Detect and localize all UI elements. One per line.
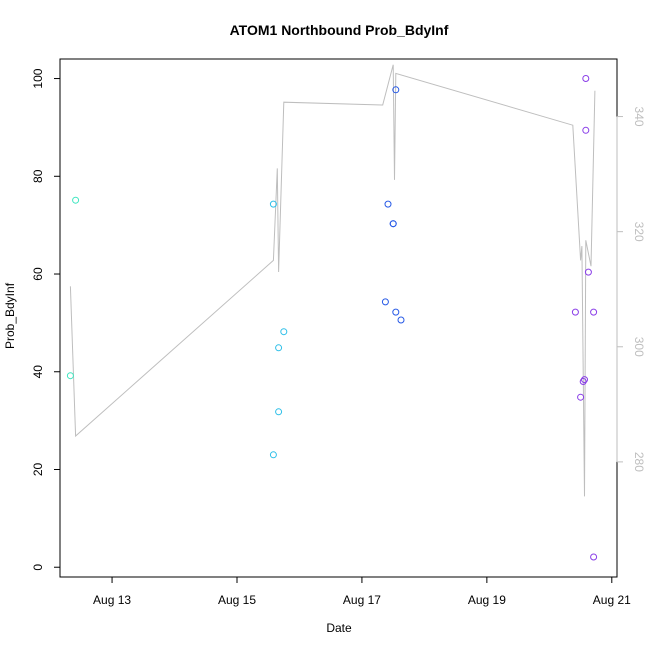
data-point bbox=[397, 316, 405, 324]
data-point bbox=[384, 200, 392, 208]
data-point bbox=[381, 298, 389, 306]
data-point bbox=[590, 553, 598, 561]
data-point bbox=[275, 408, 283, 416]
y2-axis: 280 300 320 340 bbox=[616, 107, 646, 472]
y-tick-label: 0 bbox=[31, 564, 45, 571]
y-axis-label: Prob_BdyInf bbox=[3, 282, 17, 349]
data-point bbox=[581, 376, 588, 384]
secondary-series-line bbox=[69, 64, 596, 497]
y2-tick-label: 340 bbox=[632, 107, 646, 127]
x-tick-label: Aug 17 bbox=[343, 593, 381, 607]
y-axis: 0 20 40 60 80 100 bbox=[31, 68, 60, 571]
data-point bbox=[571, 308, 579, 316]
x-tick-label: Aug 13 bbox=[93, 593, 131, 607]
data-point bbox=[72, 196, 80, 204]
data-point bbox=[269, 451, 277, 459]
y2-tick-label: 320 bbox=[632, 222, 646, 242]
data-point bbox=[269, 200, 277, 208]
data-point bbox=[577, 393, 585, 401]
data-point bbox=[590, 308, 598, 316]
y-tick-label: 100 bbox=[31, 68, 45, 88]
data-point bbox=[392, 308, 400, 316]
y2-tick-label: 300 bbox=[632, 337, 646, 357]
data-point bbox=[392, 86, 400, 94]
plot-frame bbox=[59, 58, 618, 578]
y-tick-label: 40 bbox=[31, 365, 45, 379]
points-layer bbox=[66, 75, 598, 561]
x-axis-label: Date bbox=[326, 621, 352, 635]
chart-title: ATOM1 Northbound Prob_BdyInf bbox=[230, 22, 449, 38]
y-tick-label: 80 bbox=[31, 169, 45, 183]
x-tick-label: Aug 19 bbox=[468, 593, 506, 607]
data-point bbox=[582, 75, 590, 82]
data-point bbox=[280, 328, 288, 336]
data-point bbox=[579, 378, 587, 385]
data-point bbox=[582, 126, 590, 134]
x-axis: Aug 13 Aug 15 Aug 17 Aug 19 Aug 21 bbox=[93, 577, 631, 607]
y2-tick-label: 280 bbox=[632, 452, 646, 472]
secondary-line-layer bbox=[69, 64, 596, 497]
x-tick-label: Aug 21 bbox=[593, 593, 631, 607]
data-point bbox=[66, 372, 74, 380]
y-tick-label: 20 bbox=[31, 462, 45, 476]
x-tick-label: Aug 15 bbox=[218, 593, 256, 607]
data-point bbox=[389, 220, 397, 228]
data-point bbox=[584, 268, 592, 276]
data-point bbox=[275, 344, 283, 352]
y-tick-label: 60 bbox=[31, 267, 45, 281]
